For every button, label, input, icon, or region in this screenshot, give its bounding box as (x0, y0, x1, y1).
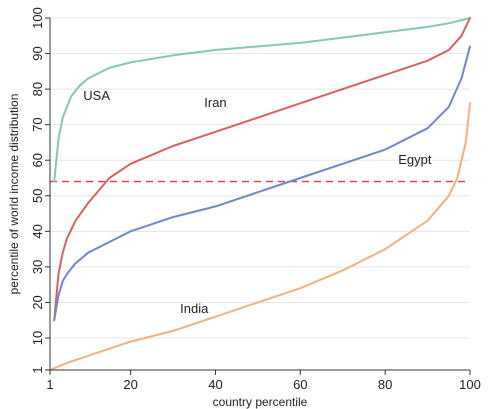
x-tick-label: 1 (46, 377, 53, 392)
y-tick-label: 100 (30, 7, 45, 29)
y-tick-label: 70 (30, 117, 45, 131)
y-tick-label: 80 (30, 82, 45, 96)
series-label-egypt: Egypt (398, 152, 432, 167)
axes (49, 18, 470, 371)
series-lines (49, 17, 471, 371)
series-labels: USA Iran Egypt India (83, 88, 432, 316)
y-axis-ticks: 1 10 20 30 40 50 60 70 80 90 100 (30, 7, 50, 374)
series-line-iran (53, 17, 471, 322)
series-label-iran: Iran (204, 95, 226, 110)
series-line-usa (53, 17, 471, 183)
y-tick-label: 10 (30, 331, 45, 345)
series-label-india: India (180, 301, 209, 316)
series-label-usa: USA (83, 88, 110, 103)
x-axis-ticks: 1 20 40 60 80 100 (46, 370, 481, 392)
y-tick-label: 50 (30, 189, 45, 203)
y-tick-label: 20 (30, 295, 45, 309)
y-tick-label: 30 (30, 260, 45, 274)
x-tick-label: 40 (208, 377, 222, 392)
x-tick-label: 100 (459, 377, 481, 392)
y-axis-title: percentile of world income distribution (7, 94, 21, 295)
x-tick-label: 60 (293, 377, 307, 392)
x-axis-title: country percentile (213, 395, 308, 409)
grid-lines (50, 17, 470, 371)
y-tick-label: 60 (30, 153, 45, 167)
y-tick-label: 90 (30, 46, 45, 60)
x-tick-label: 20 (123, 377, 137, 392)
y-tick-label: 1 (30, 366, 45, 373)
series-line-egypt (53, 45, 471, 322)
y-tick-label: 40 (30, 224, 45, 238)
series-line-india (49, 102, 471, 371)
x-tick-label: 80 (378, 377, 392, 392)
